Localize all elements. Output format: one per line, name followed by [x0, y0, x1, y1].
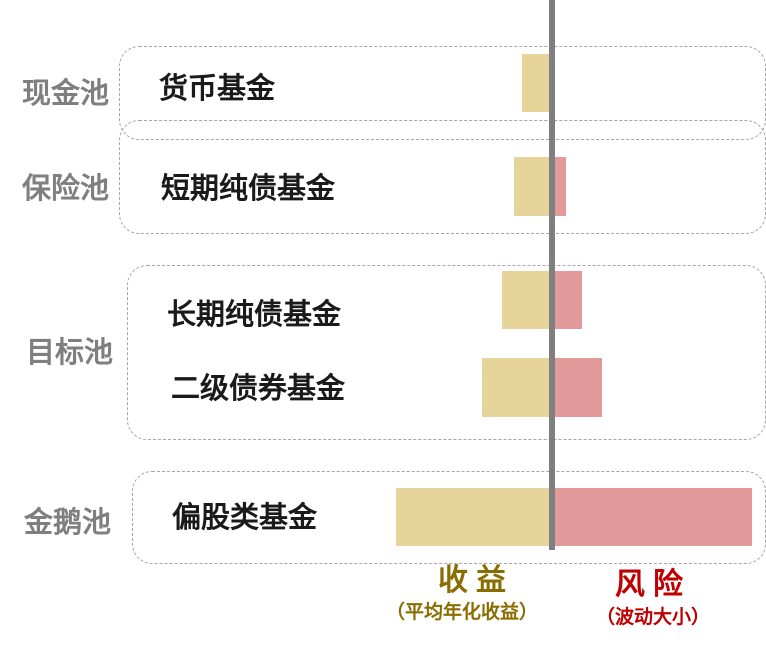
- pool-label-insurance: 保险池: [22, 171, 110, 205]
- legend-return-subtitle: （平均年化收益）: [386, 601, 539, 623]
- legend-return-title: 收益: [438, 563, 514, 598]
- risk-bar-short-bond: [552, 157, 566, 216]
- pool-label-cash: 现金池: [22, 76, 110, 110]
- fund-label-secondary-bond: 二级债券基金: [171, 371, 346, 405]
- fund-label-long-bond: 长期纯债基金: [167, 297, 342, 331]
- return-bar-short-bond: [514, 157, 552, 216]
- legend-risk-title: 风险: [615, 567, 691, 602]
- fund-label-short-bond: 短期纯债基金: [161, 171, 336, 205]
- legend-risk-subtitle: （波动大小）: [596, 606, 711, 628]
- center-axis-line: [549, 0, 555, 550]
- pool-label-target: 目标池: [26, 335, 114, 369]
- pool-box-target: [127, 265, 766, 440]
- return-bar-equity: [396, 488, 552, 546]
- risk-bar-long-bond: [552, 271, 582, 329]
- return-bar-money-market: [522, 54, 552, 112]
- risk-bar-secondary-bond: [552, 358, 602, 417]
- risk-bar-equity: [552, 488, 752, 546]
- return-bar-long-bond: [502, 271, 552, 329]
- fund-label-money-market: 货币基金: [159, 71, 276, 105]
- pool-label-golden-goose: 金鹅池: [24, 505, 112, 539]
- fund-label-equity: 偏股类基金: [172, 500, 318, 534]
- return-bar-secondary-bond: [482, 358, 552, 417]
